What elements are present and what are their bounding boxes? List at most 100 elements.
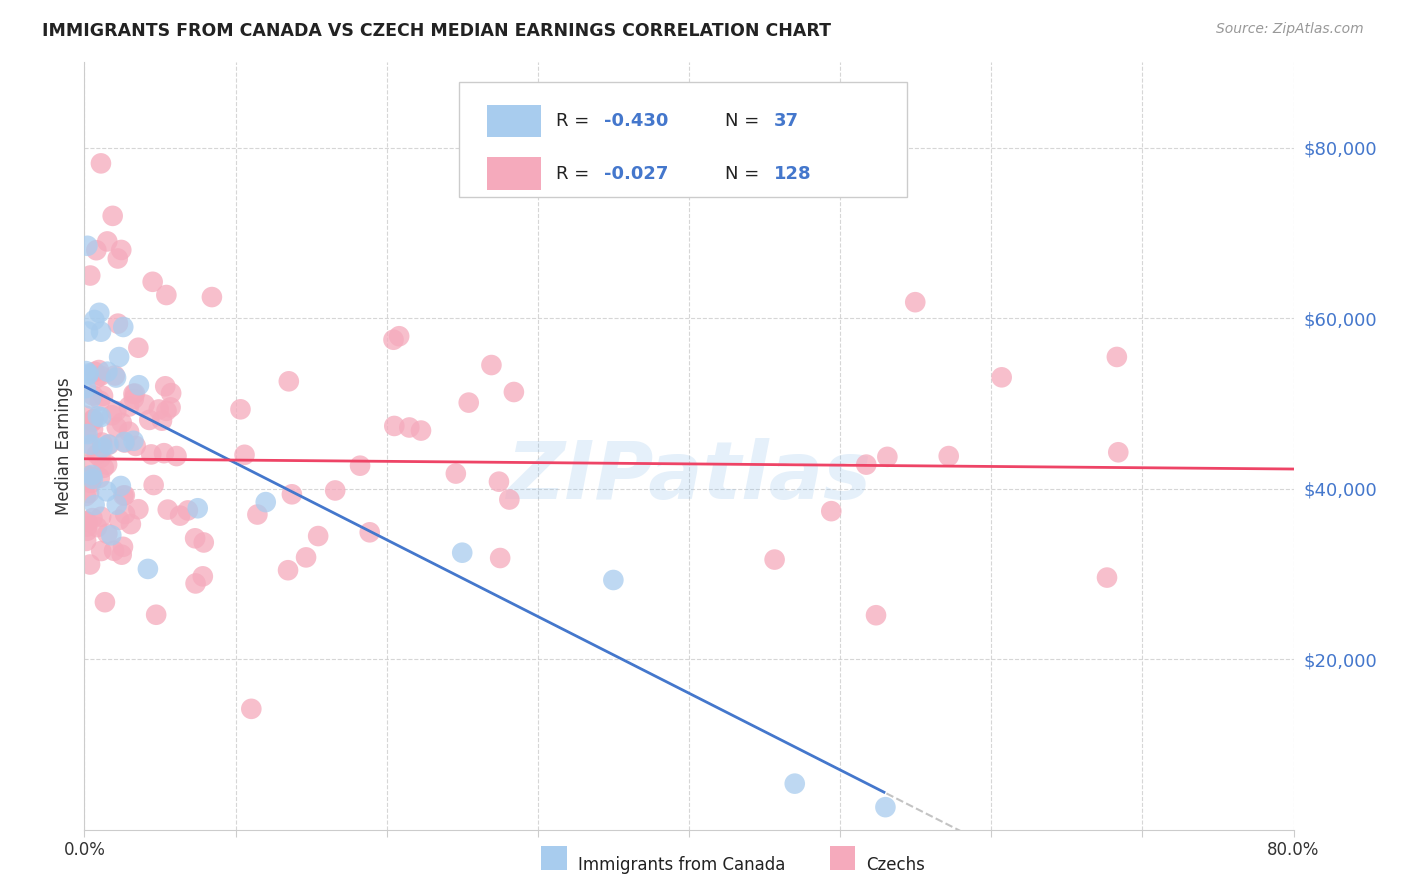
Bar	[486, 104, 541, 137]
Text: 37: 37	[773, 112, 799, 130]
Point	[108, 513, 131, 527]
Point	[142, 478, 165, 492]
Point	[89, 450, 111, 465]
Point	[105, 420, 128, 434]
Y-axis label: Median Earnings: Median Earnings	[55, 377, 73, 515]
Point	[127, 341, 149, 355]
Point	[89, 306, 111, 320]
Point	[100, 528, 122, 542]
Point	[502, 384, 524, 399]
Point	[990, 370, 1012, 384]
Text: Czechs: Czechs	[866, 856, 925, 874]
Text: IMMIGRANTS FROM CANADA VS CZECH MEDIAN EARNINGS CORRELATION CHART: IMMIGRANTS FROM CANADA VS CZECH MEDIAN E…	[42, 22, 831, 40]
Point	[111, 540, 134, 554]
Point	[82, 388, 104, 402]
Point	[1095, 571, 1118, 585]
Point	[86, 447, 108, 461]
Point	[136, 562, 159, 576]
Point	[125, 439, 148, 453]
Point	[90, 368, 112, 383]
Point	[90, 544, 112, 558]
Point	[79, 438, 101, 452]
Point	[83, 365, 105, 379]
Point	[80, 472, 103, 486]
Point	[876, 450, 898, 464]
Point	[101, 209, 124, 223]
Text: -0.027: -0.027	[605, 164, 669, 183]
Point	[96, 484, 118, 499]
Point	[105, 370, 128, 384]
Point	[277, 563, 299, 577]
Point	[110, 243, 132, 257]
Point	[489, 551, 512, 566]
Point	[112, 434, 135, 449]
Point	[83, 498, 105, 512]
Point	[177, 503, 200, 517]
Point	[160, 386, 183, 401]
Point	[76, 239, 98, 253]
Point	[75, 381, 97, 395]
Point	[233, 448, 256, 462]
Point	[82, 472, 104, 486]
Point	[451, 546, 474, 560]
Point	[86, 371, 108, 385]
Point	[323, 483, 346, 498]
Point	[76, 515, 98, 529]
Point	[488, 475, 510, 489]
Point	[105, 404, 128, 418]
Point	[349, 458, 371, 473]
Point	[602, 573, 624, 587]
Point	[184, 531, 207, 545]
Point	[79, 268, 101, 283]
Point	[409, 424, 432, 438]
Point	[82, 415, 104, 429]
Point	[155, 379, 177, 393]
Point	[763, 552, 786, 566]
Point	[90, 156, 112, 170]
Point	[87, 409, 110, 424]
Point	[80, 476, 103, 491]
Point	[277, 374, 299, 388]
Text: Source: ZipAtlas.com: Source: ZipAtlas.com	[1216, 22, 1364, 37]
Point	[184, 576, 207, 591]
Point	[76, 519, 98, 533]
Point	[87, 363, 110, 377]
Point	[1105, 350, 1128, 364]
Point	[91, 441, 114, 455]
Point	[98, 438, 121, 452]
Point	[86, 244, 108, 258]
Point	[77, 469, 100, 483]
Point	[111, 416, 134, 430]
Point	[193, 535, 215, 549]
Point	[79, 440, 101, 454]
Point	[101, 408, 124, 422]
Point	[191, 569, 214, 583]
Text: ZIPatlas: ZIPatlas	[506, 438, 872, 516]
Point	[141, 447, 163, 461]
Point	[904, 295, 927, 310]
Point	[127, 502, 149, 516]
Point	[104, 368, 127, 383]
Point	[155, 288, 177, 302]
Point	[118, 425, 141, 439]
Point	[77, 368, 100, 382]
Point	[114, 488, 136, 502]
Text: R =: R =	[555, 164, 589, 183]
Point	[105, 498, 128, 512]
Point	[229, 402, 252, 417]
Point	[108, 350, 131, 364]
Point	[166, 449, 188, 463]
Point	[444, 467, 467, 481]
Point	[96, 458, 118, 472]
Text: 128: 128	[773, 164, 811, 183]
Point	[83, 313, 105, 327]
Point	[1107, 445, 1129, 459]
Point	[86, 520, 108, 534]
Text: N =: N =	[725, 112, 759, 130]
Point	[75, 425, 97, 440]
Point	[82, 511, 104, 525]
Point	[246, 508, 269, 522]
Point	[498, 492, 520, 507]
Point	[820, 504, 842, 518]
Point	[156, 502, 179, 516]
